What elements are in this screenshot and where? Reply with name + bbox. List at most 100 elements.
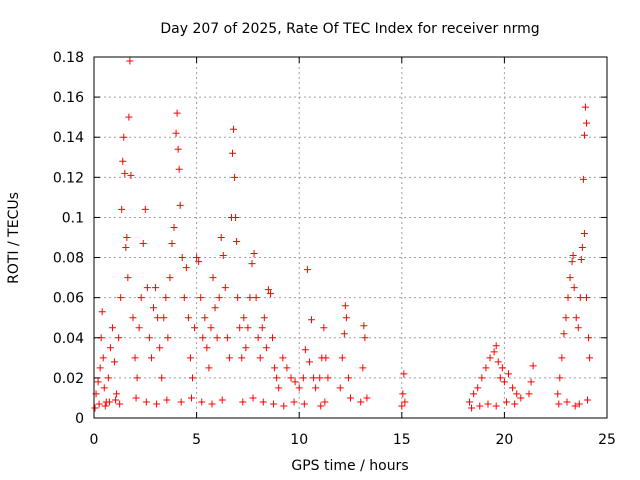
data-point [290, 398, 298, 406]
data-point [234, 294, 242, 302]
data-point [201, 314, 209, 322]
data-point [249, 394, 257, 402]
data-point [363, 394, 371, 402]
data-point [310, 374, 318, 382]
data-point [244, 324, 252, 332]
data-point [492, 342, 500, 350]
data-point [400, 370, 408, 378]
data-point [586, 354, 594, 362]
y-tick-label: 0.14 [53, 130, 84, 146]
y-tick-label: 0.04 [53, 331, 84, 347]
data-point [174, 145, 182, 153]
data-point [96, 364, 104, 372]
y-tick-label: 0.1 [62, 210, 84, 226]
data-point [215, 294, 223, 302]
data-point [340, 330, 348, 338]
data-point [280, 402, 288, 410]
data-point [219, 252, 227, 260]
data-point [160, 314, 168, 322]
data-point [232, 213, 240, 221]
data-point [126, 57, 134, 65]
y-tick-label: 0.12 [53, 170, 84, 186]
data-point [580, 131, 588, 139]
data-point [258, 324, 266, 332]
data-point [344, 374, 352, 382]
data-point [525, 390, 533, 398]
data-point [242, 344, 250, 352]
data-point [484, 400, 492, 408]
data-point [99, 354, 107, 362]
data-point [164, 334, 172, 342]
data-point [324, 374, 332, 382]
data-point [111, 358, 119, 366]
data-point [112, 396, 120, 404]
data-point [172, 129, 180, 137]
data-point [283, 364, 291, 372]
data-point [207, 324, 215, 332]
data-point [180, 294, 188, 302]
data-point [305, 358, 313, 366]
data-point [246, 294, 254, 302]
data-point [468, 404, 476, 412]
data-point [361, 334, 369, 342]
data-point [211, 304, 219, 312]
data-point [582, 119, 590, 127]
data-point [312, 384, 320, 392]
data-point [131, 354, 139, 362]
data-point [580, 229, 588, 237]
data-point [266, 290, 274, 298]
data-point [502, 398, 510, 406]
data-point [336, 384, 344, 392]
data-point [299, 374, 307, 382]
data-point [127, 171, 135, 179]
grid [94, 57, 607, 418]
data-point [496, 374, 504, 382]
data-point [139, 240, 147, 248]
data-point [578, 244, 586, 252]
data-point [229, 149, 237, 157]
data-point [147, 354, 155, 362]
data-point [168, 240, 176, 248]
data-point [556, 374, 564, 382]
data-point [303, 266, 311, 274]
data-point [509, 384, 517, 392]
data-point [498, 364, 506, 372]
data-point [120, 133, 128, 141]
data-point [264, 286, 272, 294]
data-point [193, 254, 201, 262]
data-point [104, 374, 112, 382]
data-point [322, 354, 330, 362]
data-point [117, 294, 125, 302]
data-point [341, 302, 349, 310]
y-tick-label: 0.02 [53, 371, 84, 387]
data-point [188, 374, 196, 382]
data-point [570, 284, 578, 292]
data-point [236, 324, 244, 332]
y-tick-label: 0.18 [53, 50, 84, 66]
tick-labels: 0 0.02 0.04 0.06 0.08 0.1 0.12 0.14 0.16 0.18 0 5 10… [53, 50, 616, 448]
data-point [101, 402, 109, 410]
data-point [568, 258, 576, 266]
data-point [205, 364, 213, 372]
data-point [132, 394, 140, 402]
data-point [308, 316, 316, 324]
data-point [199, 334, 207, 342]
data-point [571, 402, 579, 410]
data-point [100, 384, 108, 392]
data-point [158, 374, 166, 382]
data-point [154, 314, 162, 322]
data-point [486, 354, 494, 362]
data-point [566, 274, 574, 282]
data-point [141, 205, 149, 213]
data-point [360, 322, 368, 330]
data-point [399, 390, 407, 398]
y-tick-label: 0 [75, 411, 84, 427]
data-point [156, 344, 164, 352]
data-point [113, 390, 121, 398]
data-point [558, 354, 566, 362]
data-point [316, 374, 324, 382]
data-point [287, 374, 295, 382]
data-point [575, 400, 583, 408]
data-point [230, 125, 238, 133]
